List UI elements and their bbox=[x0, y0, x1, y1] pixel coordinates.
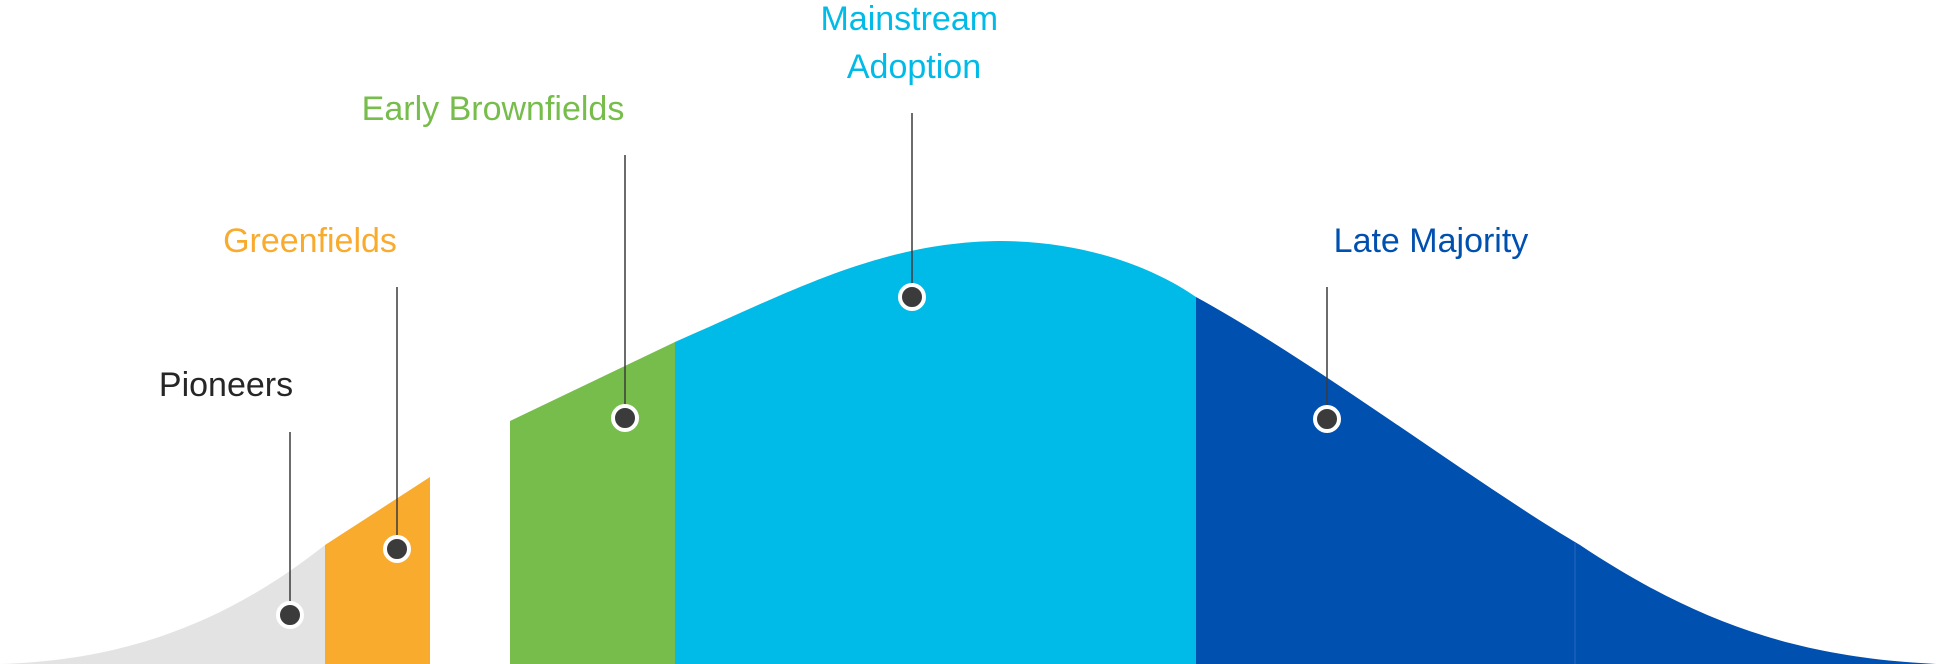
segment-early-brownfields bbox=[510, 342, 675, 664]
label-greenfields: Greenfields bbox=[223, 222, 397, 260]
label-pioneers: Pioneers bbox=[159, 366, 293, 404]
segment-pioneers bbox=[0, 545, 325, 664]
marker-mainstream-adoption bbox=[898, 283, 926, 311]
segment-mainstream-adoption bbox=[675, 241, 1196, 664]
label-mainstream-adoption: Mainstream Adoption bbox=[820, 0, 1007, 86]
marker-greenfields bbox=[383, 535, 411, 563]
label-late-majority: Late Majority bbox=[1334, 222, 1529, 260]
marker-late-majority bbox=[1313, 405, 1341, 433]
marker-early-brownfields bbox=[611, 404, 639, 432]
label-early-brownfields: Early Brownfields bbox=[362, 90, 625, 128]
marker-pioneers bbox=[276, 601, 304, 629]
segment-late-majority bbox=[1196, 297, 1936, 664]
segment-greenfields bbox=[325, 477, 430, 664]
